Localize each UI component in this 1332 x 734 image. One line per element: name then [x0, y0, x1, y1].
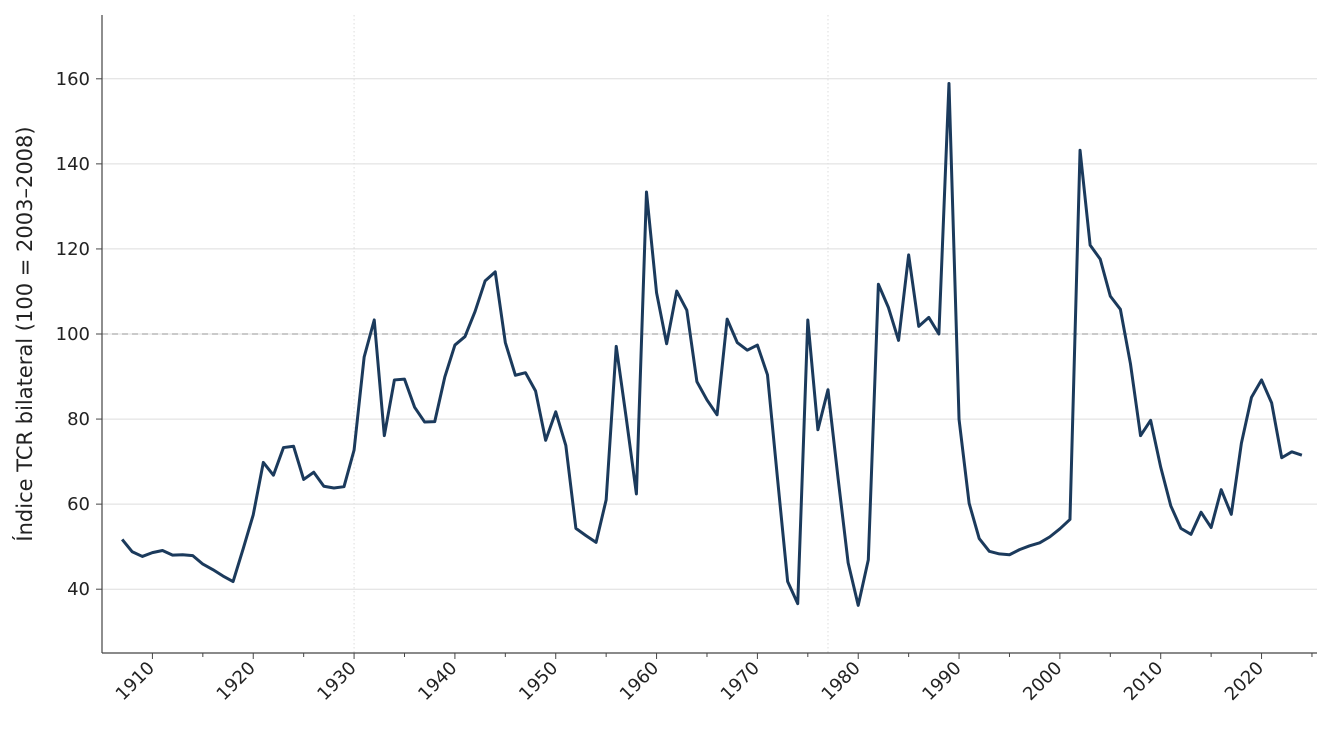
y-ticks: 40 60 80 100 120 140 160: [56, 69, 102, 600]
x-tick-label-1990: 1990: [918, 658, 965, 705]
y-tick-label-140: 140: [56, 154, 90, 175]
x-tick-label-1950: 1950: [515, 658, 562, 705]
y-tick-label-80: 80: [67, 409, 90, 430]
x-ticks: 1910 1920 1930 1940 1950 1960 1970 1980 1990 2000…: [112, 653, 1313, 705]
y-tick-label-40: 40: [67, 579, 90, 600]
x-tick-label-1960: 1960: [616, 658, 663, 705]
x-tick-label-1970: 1970: [717, 658, 764, 705]
y-tick-label-120: 120: [56, 239, 90, 260]
y-tick-label-160: 160: [56, 69, 90, 90]
x-tick-label-1930: 1930: [313, 658, 360, 705]
x-tick-label-2010: 2010: [1120, 658, 1167, 705]
x-tick-label-2020: 2020: [1221, 658, 1268, 705]
y-tick-label-100: 100: [56, 324, 90, 345]
x-tick-label-1910: 1910: [112, 658, 159, 705]
y-axis-label: Índice TCR bilateral (100 = 2003–2008): [12, 126, 37, 541]
x-tick-label-1940: 1940: [414, 658, 461, 705]
series-line: [121, 81, 1303, 607]
x-tick-label-1920: 1920: [213, 658, 260, 705]
y-tick-label-60: 60: [67, 494, 90, 515]
x-tick-label-1980: 1980: [818, 658, 865, 705]
x-tick-label-2000: 2000: [1019, 658, 1066, 705]
